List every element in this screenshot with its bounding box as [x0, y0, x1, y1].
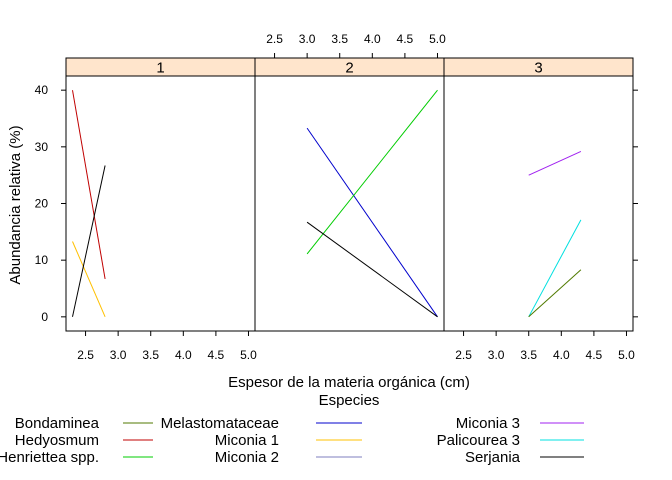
legend-label: Palicourea 3 [437, 432, 520, 449]
panel-1-frame [65, 57, 256, 332]
strip-2-label: 2 [345, 60, 353, 77]
x-tick-label-bottom: 3.5 [520, 348, 537, 362]
legend-label: Serjania [465, 449, 521, 466]
y-tick-label: 10 [35, 253, 49, 267]
panel-2-frame [254, 57, 445, 332]
x-tick-label-top: 2.5 [266, 32, 283, 46]
x-tick-label-top: 3.5 [331, 32, 348, 46]
x-tick-label-bottom: 5.0 [618, 348, 635, 362]
panel-2-series-line [306, 89, 438, 255]
x-tick-label-top: 3.0 [299, 32, 316, 46]
y-tick-label: 40 [35, 83, 49, 97]
x-tick-label-top: 5.0 [429, 32, 446, 46]
y-tick-label: 0 [41, 310, 48, 324]
x-tick-label-bottom: 3.0 [110, 348, 127, 362]
x-tick-label-top: 4.0 [364, 32, 381, 46]
x-axis-title: Espesor de la materia orgánica (cm) [228, 374, 470, 391]
panels-group: 1 2 3 [65, 57, 634, 332]
x-tick-label-bottom: 2.5 [455, 348, 472, 362]
legend-label: Miconia 3 [456, 415, 520, 432]
legend-label: Hedyosmum [15, 432, 99, 449]
strip-1-label: 1 [156, 60, 164, 77]
panel-2-series-line [306, 127, 438, 318]
y-axis-title: Abundancia relativa (%) [7, 125, 24, 284]
legend-label: Bondaminea [15, 415, 100, 432]
panel-3-series-line [528, 269, 582, 318]
panel-1-series-line [72, 90, 106, 279]
x-tick-label-bottom: 3.0 [488, 348, 505, 362]
legend-label: Miconia 1 [215, 432, 279, 449]
x-tick-label-bottom: 2.5 [77, 348, 94, 362]
panel-1-series-line [72, 165, 106, 317]
panel-3-series-line [528, 219, 582, 318]
x-tick-label-bottom: 4.5 [208, 348, 225, 362]
legend-label: Melastomataceae [161, 415, 279, 432]
x-tick-label-top: 4.5 [397, 32, 414, 46]
panel-3-series-line [528, 150, 582, 176]
x-tick-label-bottom: 4.0 [553, 348, 570, 362]
x-tick-label-bottom: 4.0 [175, 348, 192, 362]
legend-label: Miconia 2 [215, 449, 279, 466]
panel-1-series-line [72, 241, 106, 317]
legend-title: Especies [319, 392, 380, 409]
x-tick-label-bottom: 5.0 [240, 348, 257, 362]
strip-3-label: 3 [534, 60, 542, 77]
y-tick-label: 30 [35, 140, 49, 154]
panel-3-frame [443, 57, 634, 332]
x-tick-label-bottom: 3.5 [142, 348, 159, 362]
y-tick-label: 20 [35, 197, 49, 211]
axes-group: 2.5 3.0 3.5 4.0 4.5 5.0 2.5 3.0 3.5 4.0 4.5 5.0 2.5 3… [35, 32, 638, 362]
legend-label: Henriettea spp. [0, 449, 99, 466]
x-tick-label-bottom: 4.5 [586, 348, 603, 362]
panel-2-series-line [306, 221, 438, 318]
